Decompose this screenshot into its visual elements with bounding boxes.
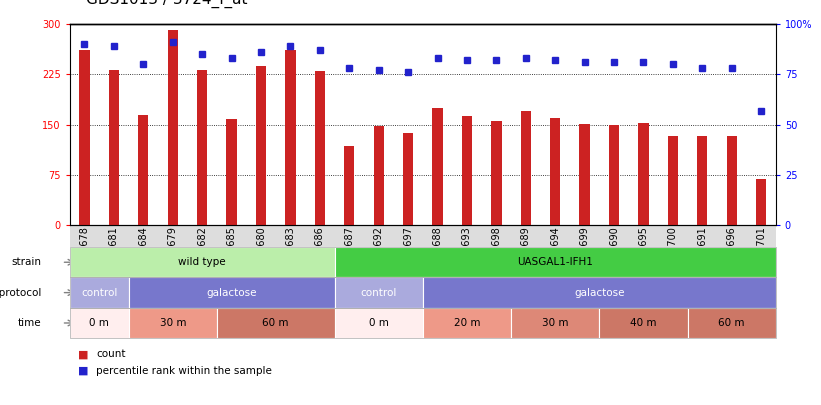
Text: 20 m: 20 m	[454, 318, 480, 328]
Bar	[227, 119, 236, 225]
Bar	[285, 50, 296, 225]
Text: ■: ■	[78, 350, 89, 359]
Bar	[550, 118, 561, 225]
Text: percentile rank within the sample: percentile rank within the sample	[96, 366, 272, 375]
Text: control: control	[360, 288, 397, 298]
Text: strain: strain	[11, 257, 41, 267]
Bar	[80, 50, 89, 225]
Text: 60 m: 60 m	[718, 318, 745, 328]
Bar	[756, 179, 766, 225]
Bar	[256, 66, 266, 225]
Bar	[374, 126, 384, 225]
Text: galactose: galactose	[574, 288, 625, 298]
Text: ■: ■	[78, 366, 89, 375]
Bar	[197, 70, 208, 225]
Text: wild type: wild type	[178, 257, 226, 267]
Text: GDS1013 / 3724_f_at: GDS1013 / 3724_f_at	[86, 0, 248, 8]
Bar	[433, 108, 443, 225]
Text: 40 m: 40 m	[631, 318, 657, 328]
Bar	[403, 132, 413, 225]
Text: time: time	[17, 318, 41, 328]
Bar	[167, 30, 178, 225]
Text: 60 m: 60 m	[263, 318, 289, 328]
Text: galactose: galactose	[206, 288, 257, 298]
Bar	[697, 136, 708, 225]
Text: 0 m: 0 m	[369, 318, 388, 328]
Text: count: count	[96, 350, 126, 359]
Bar	[638, 123, 649, 225]
Bar	[521, 111, 531, 225]
Text: growth protocol: growth protocol	[0, 288, 41, 298]
Bar	[727, 136, 737, 225]
Bar	[108, 70, 119, 225]
Text: control: control	[81, 288, 117, 298]
Text: 30 m: 30 m	[542, 318, 568, 328]
Text: UASGAL1-IFH1: UASGAL1-IFH1	[517, 257, 593, 267]
Bar	[667, 136, 678, 225]
Bar	[580, 124, 589, 225]
Bar	[314, 71, 325, 225]
Bar	[491, 121, 502, 225]
Bar	[609, 125, 619, 225]
Bar	[138, 115, 149, 225]
Bar	[461, 116, 472, 225]
Text: 30 m: 30 m	[159, 318, 186, 328]
Bar	[344, 146, 355, 225]
Text: 0 m: 0 m	[89, 318, 109, 328]
